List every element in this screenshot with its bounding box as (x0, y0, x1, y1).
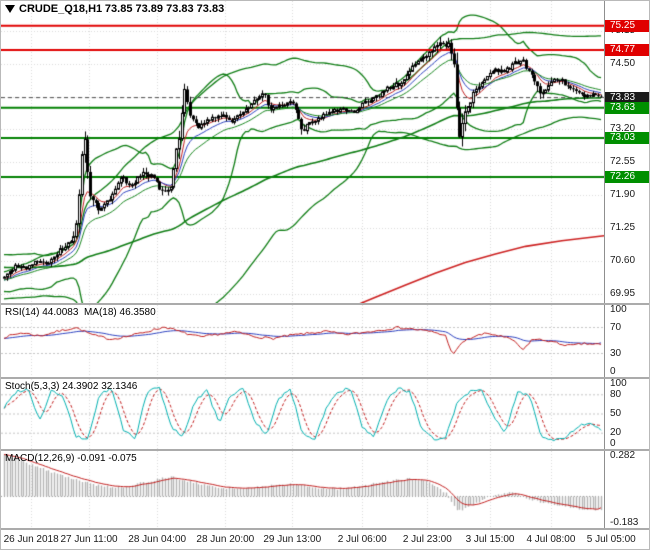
price-axis-label: 74.50 (610, 57, 636, 69)
rsi-panel: 100 70 30 0 RSI(14) 44.0083 MA(18) 46.3580 (1, 304, 649, 377)
macd-signal-value: -0.075 (108, 453, 137, 464)
chart-title: CRUDE_Q18,H1 73.85 73.89 73.83 73.83 (5, 3, 224, 15)
price-axis-label: 72.55 (610, 156, 636, 168)
price-level-badge: 74.77 (605, 44, 649, 57)
indicator-axis-label: 0 (610, 366, 616, 377)
time-axis-label: 2 Jul 23:00 (402, 534, 452, 545)
macd-name: MACD(12,26,9) (5, 453, 75, 464)
panel-separator[interactable] (1, 449, 649, 451)
price-level-badge: 73.83 (605, 91, 649, 104)
panel-separator[interactable] (1, 377, 649, 379)
time-axis-label: 5 Jul 05:00 (586, 534, 636, 545)
stochastic-panel: 100 80 50 20 0 Stoch(5,3,3) 24.3902 32.1346 (1, 378, 649, 449)
macd-value: -0.091 (77, 453, 106, 464)
rsi-canvas[interactable] (1, 305, 604, 377)
stoch-name: Stoch(5,3,3) (5, 381, 60, 392)
price-level-badge: 73.63 (605, 101, 649, 114)
time-axis-label: 28 Jun 20:00 (196, 534, 255, 545)
time-axis-label: 2 Jul 06:00 (337, 534, 387, 545)
stochastic-axis: 100 80 50 20 0 (604, 378, 649, 449)
price-level-badge: 72.26 (605, 171, 649, 184)
indicator-axis-label: 30 (610, 347, 622, 359)
rsi-ma-value: 46.3580 (119, 307, 156, 318)
indicator-axis-label: 20 (610, 427, 622, 439)
ohlc-values: 73.85 73.89 73.83 73.83 (104, 3, 225, 15)
stoch-label-row: Stoch(5,3,3) 24.3902 32.1346 (5, 381, 137, 392)
time-axis-label: 26 Jun 2018 (3, 534, 59, 545)
price-axis-label: 71.90 (610, 189, 636, 201)
price-level-badge: 75.25 (605, 19, 649, 32)
time-axis-label: 29 Jun 13:00 (263, 534, 322, 545)
stochastic-canvas[interactable] (1, 379, 604, 449)
symbol-timeframe-label: CRUDE_Q18,H1 (19, 3, 103, 15)
panel-separator[interactable] (1, 303, 649, 305)
rsi-name: RSI(14) (5, 307, 40, 318)
indicator-axis-label: 70 (610, 321, 622, 333)
time-axis-label: 27 Jun 11:00 (60, 534, 118, 545)
main-chart-canvas[interactable] (1, 1, 604, 303)
stoch-signal-value: 32.1346 (101, 381, 138, 392)
time-axis[interactable]: 26 Jun 2018 27 Jun 11:00 28 Jun 04:00 28 Ju… (1, 530, 649, 549)
price-axis-label: 73.20 (610, 123, 636, 135)
macd-canvas[interactable] (1, 451, 604, 528)
panel-separator (1, 528, 649, 530)
main-chart-panel: 75.1574.5073.8573.2072.5571.9071.2570.60… (1, 1, 649, 303)
price-axis-label: 70.60 (610, 255, 636, 266)
macd-axis: 0.282 -0.183 (604, 450, 649, 528)
price-axis: 75.1574.5073.8573.2072.5571.9071.2570.60… (604, 1, 649, 303)
rsi-label-row: RSI(14) 44.0083 MA(18) 46.3580 (5, 307, 156, 318)
rsi-ma-name: MA(18) (83, 307, 117, 318)
price-axis-label: 69.95 (610, 287, 636, 299)
indicator-axis-label: 0 (610, 438, 616, 449)
time-axis-label: 4 Jul 08:00 (526, 534, 576, 545)
indicator-axis-label: 100 (610, 304, 627, 315)
indicator-axis-label: 50 (610, 408, 622, 419)
time-axis-label: 28 Jun 04:00 (128, 534, 187, 545)
price-axis-label: 71.25 (610, 222, 636, 234)
indicator-axis-label: 80 (610, 388, 622, 400)
price-level-badge: 73.03 (605, 132, 649, 145)
chart-icon (5, 5, 15, 13)
indicator-axis-label: 100 (610, 378, 627, 389)
indicator-axis-label: -0.183 (610, 517, 639, 528)
macd-label-row: MACD(12,26,9) -0.091 -0.075 (5, 453, 137, 464)
rsi-axis: 100 70 30 0 (604, 304, 649, 377)
stoch-value: 24.3902 (62, 381, 99, 392)
macd-panel: 0.282 -0.183 MACD(12,26,9) -0.091 -0.075 (1, 450, 649, 528)
indicator-axis-label: 0.282 (610, 450, 636, 461)
rsi-value: 44.0083 (42, 307, 79, 318)
time-axis-label: 3 Jul 15:00 (465, 534, 515, 545)
